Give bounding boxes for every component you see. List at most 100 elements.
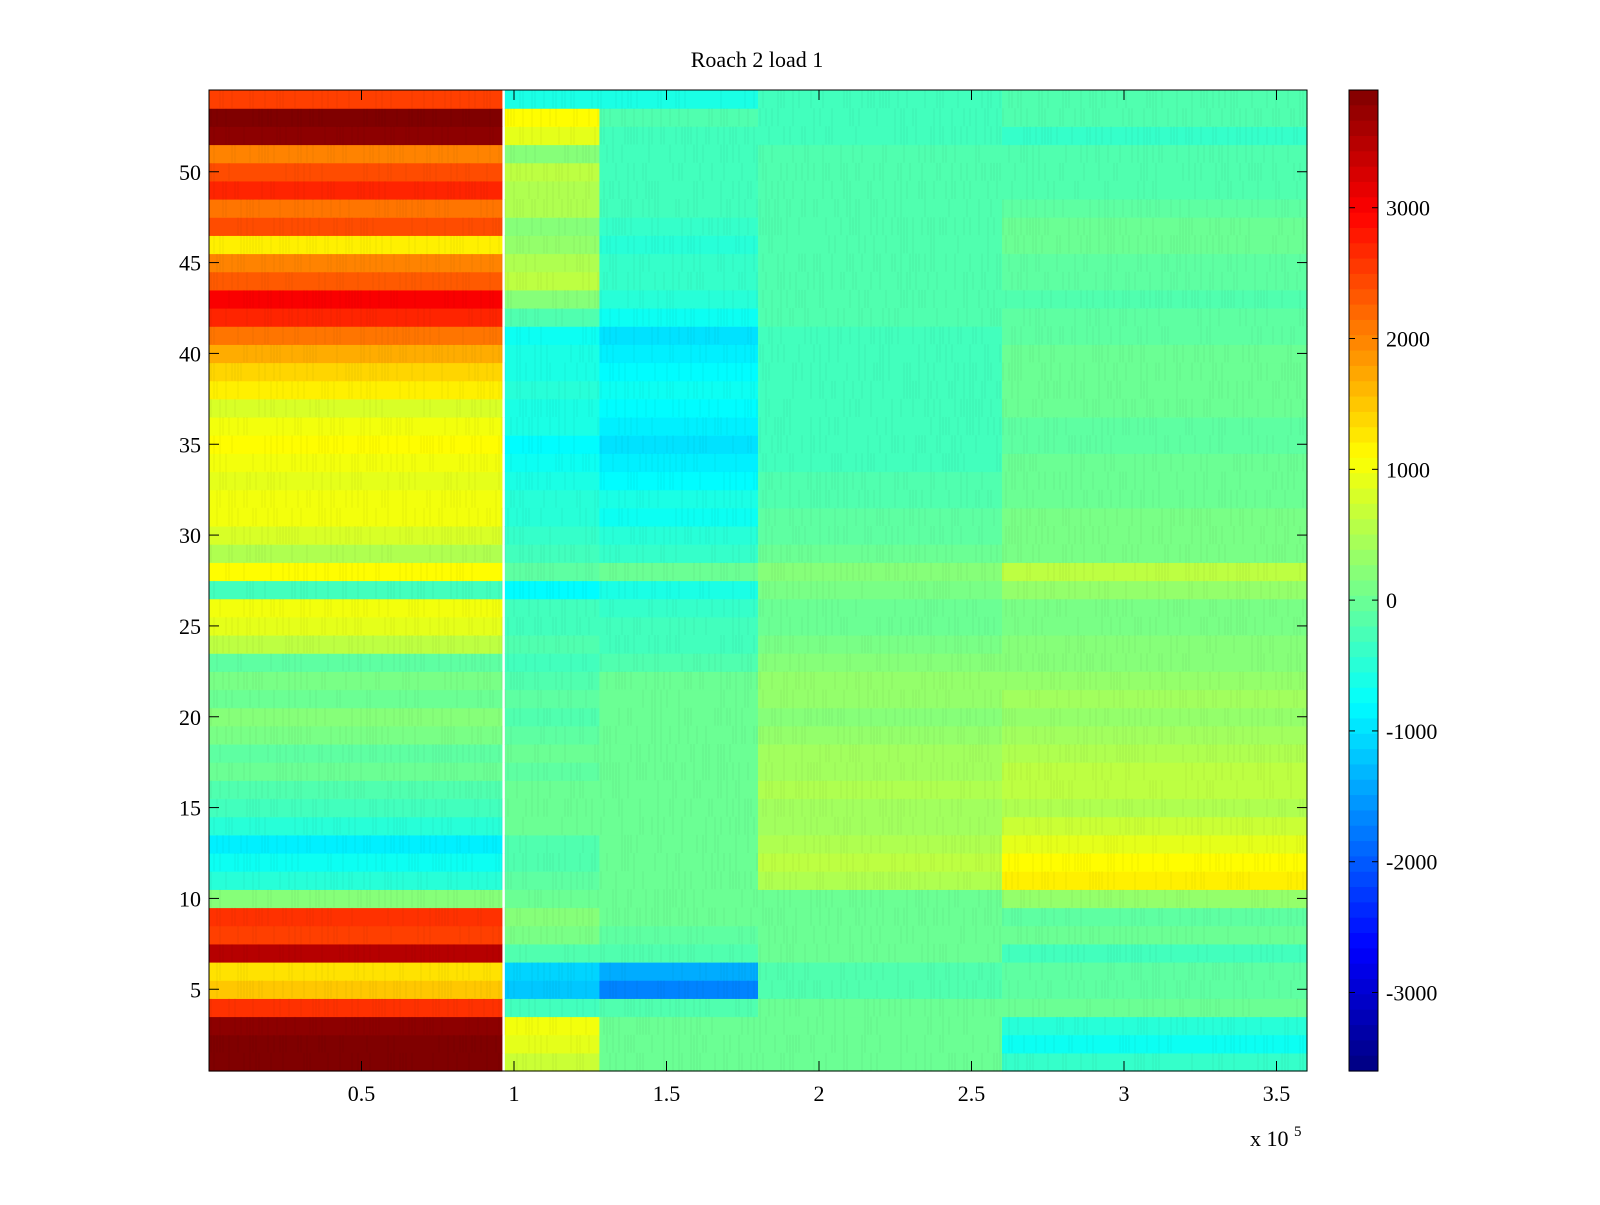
heatmap-cell bbox=[504, 1034, 600, 1054]
heatmap-cell bbox=[758, 199, 1003, 218]
heatmap-cell bbox=[599, 798, 759, 818]
heatmap-cell bbox=[1002, 580, 1308, 600]
x-tick-label: 3.5 bbox=[1263, 1081, 1291, 1106]
heatmap-cell bbox=[504, 180, 600, 200]
heatmap-cell bbox=[758, 980, 1003, 999]
heatmap-grain-row bbox=[213, 1052, 1304, 1071]
colorbar-swatch bbox=[1349, 657, 1378, 674]
colorbar-swatch bbox=[1349, 902, 1378, 919]
heatmap-cell bbox=[758, 126, 1003, 146]
heatmap-cell bbox=[599, 998, 759, 1018]
heatmap-cell bbox=[1002, 689, 1308, 709]
heatmap-cell bbox=[209, 998, 503, 1018]
heatmap-cell bbox=[504, 925, 600, 945]
heatmap-cell bbox=[504, 725, 600, 745]
heatmap-cell bbox=[209, 253, 503, 273]
colorbar-swatch bbox=[1349, 1025, 1378, 1041]
colorbar-swatch bbox=[1349, 350, 1378, 367]
heatmap-cell bbox=[599, 271, 759, 291]
heatmap-cell bbox=[209, 834, 503, 854]
heatmap-grain-row bbox=[210, 362, 1301, 381]
heatmap-cell bbox=[1002, 889, 1308, 909]
heatmap-cell bbox=[599, 308, 759, 327]
heatmap-cell bbox=[209, 180, 503, 200]
heatmap-grain-row bbox=[219, 744, 1304, 763]
heatmap-cell bbox=[1002, 598, 1308, 618]
heatmap-cell bbox=[1002, 253, 1308, 273]
colorbar-swatch bbox=[1349, 887, 1378, 903]
colorbar-swatch bbox=[1349, 917, 1378, 934]
heatmap-cell bbox=[599, 362, 759, 382]
heatmap-cell bbox=[209, 344, 503, 364]
heatmap-cell bbox=[599, 834, 759, 854]
heatmap-cell bbox=[758, 417, 1003, 436]
heatmap-cell bbox=[758, 253, 1003, 273]
heatmap-grain-row bbox=[216, 762, 1292, 781]
heatmap-cell bbox=[758, 889, 1003, 909]
heatmap-grain-row bbox=[210, 1034, 1304, 1053]
heatmap-cell bbox=[504, 998, 600, 1018]
heatmap-cell bbox=[1002, 144, 1308, 164]
heatmap-cell bbox=[758, 707, 1003, 727]
heatmap-cell bbox=[758, 562, 1003, 582]
heatmap-cell bbox=[599, 744, 759, 763]
heatmap-cell bbox=[1002, 762, 1308, 781]
heatmap-grain-row bbox=[216, 653, 1301, 672]
colorbar-swatch bbox=[1349, 181, 1378, 198]
heatmap-cell bbox=[599, 253, 759, 273]
heatmap-cell bbox=[1002, 326, 1308, 345]
heatmap-cell bbox=[1002, 235, 1308, 255]
heatmap-cell bbox=[209, 199, 503, 218]
heatmap-cell bbox=[1002, 980, 1308, 999]
heatmap-cell bbox=[504, 834, 600, 854]
heatmap-cell bbox=[209, 907, 503, 927]
colorbar: 3000 2000 1000 0 -1000 -2000 -3000 bbox=[1348, 89, 1437, 1072]
heatmap-cell bbox=[599, 199, 759, 218]
heatmap-grain-row bbox=[231, 526, 1301, 545]
heatmap-cell bbox=[209, 544, 503, 563]
heatmap-cell bbox=[599, 889, 759, 909]
heatmap-cell bbox=[504, 635, 600, 654]
heatmap-cell bbox=[1002, 199, 1308, 218]
heatmap-cell bbox=[599, 90, 759, 109]
colorbar-frame bbox=[1348, 89, 1379, 1072]
heatmap-cell bbox=[1002, 108, 1308, 127]
heatmap-cell bbox=[599, 925, 759, 945]
heatmap-cell bbox=[209, 362, 503, 382]
heatmap-cell bbox=[209, 1016, 503, 1036]
y-tick-label: 50 bbox=[179, 160, 201, 185]
colorbar-tick-label: -1000 bbox=[1386, 719, 1437, 744]
heatmap-cell bbox=[599, 671, 759, 691]
colorbar-swatch bbox=[1349, 105, 1378, 122]
heatmap-cell bbox=[209, 398, 503, 418]
heatmap-grain-row bbox=[210, 780, 1292, 799]
heatmap-cell bbox=[758, 453, 1003, 473]
colorbar-swatch bbox=[1349, 503, 1378, 520]
heatmap-cell bbox=[504, 853, 600, 872]
x-axis-multiplier-exponent: 5 bbox=[1294, 1124, 1302, 1140]
colorbar-swatch bbox=[1349, 856, 1378, 873]
heatmap-grain-row bbox=[222, 199, 1301, 218]
heatmap-cell bbox=[1002, 271, 1308, 291]
x-tick-label: 0.5 bbox=[348, 1081, 376, 1106]
colorbar-swatch bbox=[1349, 810, 1378, 827]
heatmap-cell bbox=[1002, 925, 1308, 945]
heatmap-cell bbox=[504, 980, 600, 999]
heatmap-cell bbox=[599, 598, 759, 618]
x-tick-label: 3 bbox=[1119, 1081, 1130, 1106]
colorbar-swatch bbox=[1349, 411, 1378, 428]
x-axis-multiplier: x 10 5 bbox=[1250, 1124, 1302, 1151]
heatmap-cell bbox=[504, 453, 600, 473]
heatmap-cell bbox=[209, 943, 503, 963]
heatmap-grain-row bbox=[216, 834, 1304, 853]
heatmap-cell bbox=[758, 380, 1003, 400]
heatmap-cell bbox=[758, 834, 1003, 854]
heatmap-cell bbox=[1002, 217, 1308, 236]
heatmap-cell bbox=[209, 308, 503, 327]
heatmap-grain-row bbox=[219, 925, 1295, 944]
heatmap-cell bbox=[1002, 308, 1308, 327]
heatmap-cell bbox=[1002, 744, 1308, 763]
colorbar-swatch bbox=[1349, 672, 1378, 689]
x-tick-label: 2 bbox=[814, 1081, 825, 1106]
heatmap-cell bbox=[758, 289, 1003, 309]
